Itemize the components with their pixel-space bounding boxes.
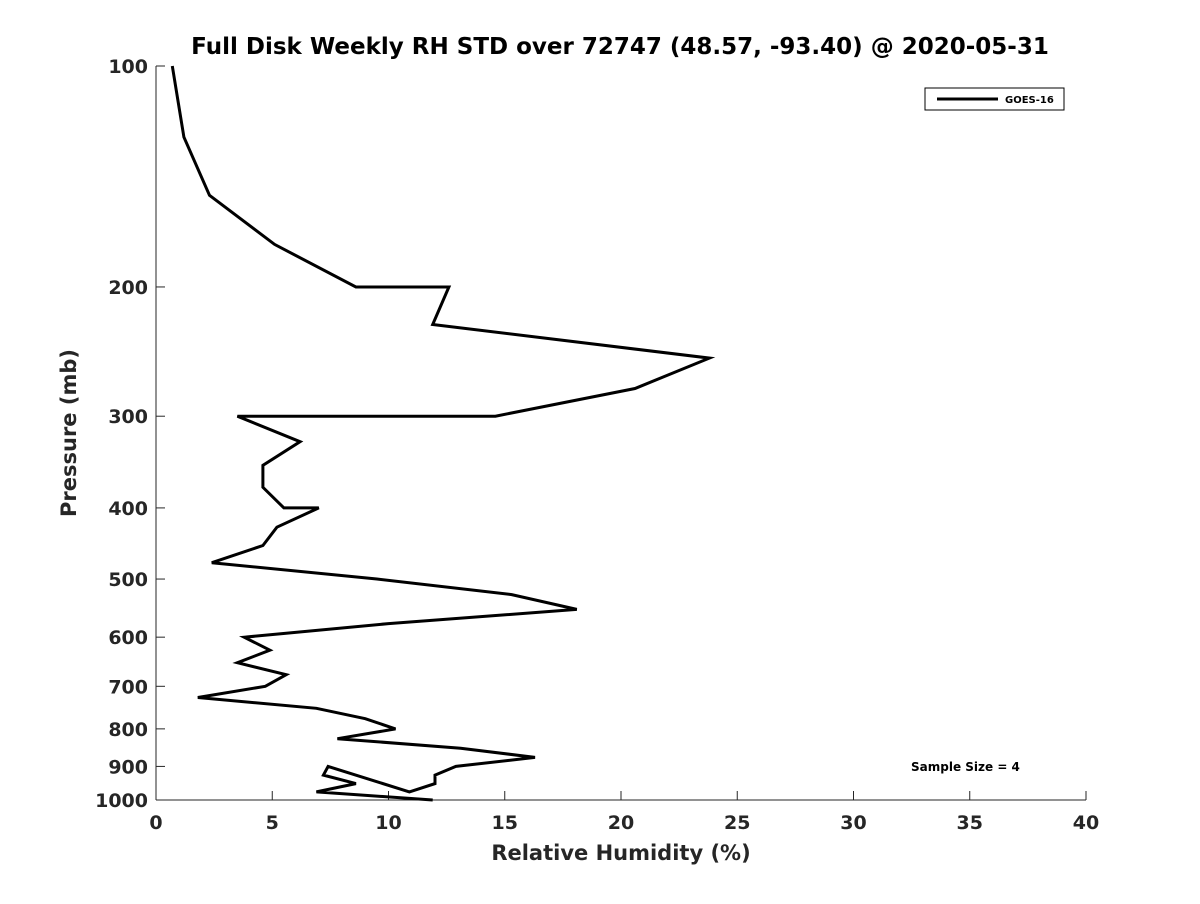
x-tick-label: 40 [1073,812,1099,834]
legend-label-goes16: GOES-16 [1005,95,1054,106]
y-ticks: 100 200 300 400 500 600 700 800 900 1000 [95,56,165,812]
series-layer [170,65,716,802]
x-tick-label: 0 [149,812,162,834]
y-tick-label: 500 [108,569,148,591]
x-tick-label: 30 [840,812,866,834]
x-tick-label: 25 [724,812,750,834]
x-tick-label: 20 [608,812,634,834]
x-tick-label: 10 [375,812,401,834]
axes [155,66,1086,801]
legend: GOES-16 [924,87,1065,111]
y-tick-label: 300 [108,406,148,428]
y-tick-label: 700 [108,676,148,698]
sample-size-annotation: Sample Size = 4 [911,760,1020,774]
series-line-goes-16 [170,65,716,802]
y-axis-label: Pressure (mb) [57,349,81,517]
x-tick-label: 15 [492,812,518,834]
y-tick-label: 1000 [95,790,148,812]
y-tick-label: 600 [108,627,148,649]
y-tick-label: 400 [108,498,148,520]
y-tick-label: 900 [108,756,148,778]
y-tick-label: 800 [108,719,148,741]
chart-title: Full Disk Weekly RH STD over 72747 (48.5… [191,34,1049,60]
x-ticks: 0 5 10 15 20 25 30 35 40 [149,791,1099,834]
y-tick-label: 200 [108,277,148,299]
x-axis-label: Relative Humidity (%) [491,841,750,865]
y-tick-label: 100 [108,56,148,78]
x-tick-label: 35 [957,812,983,834]
x-tick-label: 5 [266,812,279,834]
